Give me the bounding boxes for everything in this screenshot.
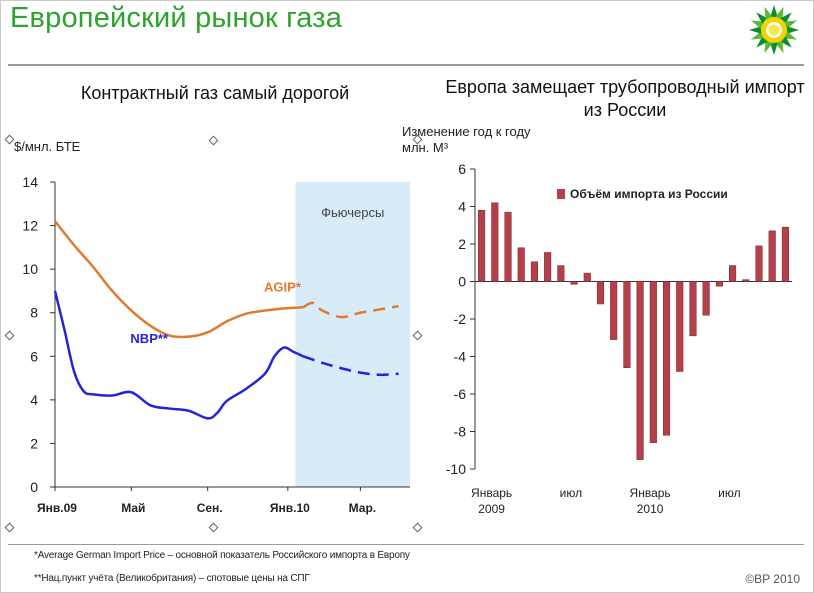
left-line-chart: Фьючерсы 0 2 4 6 8 10 12 14 Янв.09 Май Сен. Янв.10 М… bbox=[22, 174, 410, 515]
right-bar-chart: -10 -8 -6 -4 -2 0 2 4 6 Январь 2009 июл Январь 2010 ию… bbox=[446, 161, 792, 516]
bar bbox=[662, 281, 671, 436]
bar bbox=[729, 265, 737, 282]
y-tick-label: 6 bbox=[458, 161, 466, 177]
bar bbox=[636, 281, 644, 460]
y-tick-label: 4 bbox=[458, 199, 466, 215]
x-tick-label: Сен. bbox=[197, 501, 223, 515]
series-label: NBP** bbox=[130, 331, 169, 346]
y-tick-label: -4 bbox=[454, 349, 467, 365]
bar bbox=[781, 226, 789, 282]
y-tick-label: 8 bbox=[30, 305, 38, 321]
y-tick-label: 0 bbox=[30, 479, 38, 495]
bar bbox=[702, 281, 710, 316]
y-tick-label: -10 bbox=[446, 461, 466, 477]
futures-label: Фьючерсы bbox=[321, 205, 384, 220]
footnote-nbp: **Нац.пункт учёта (Великобритания) – спо… bbox=[34, 573, 310, 584]
series-label: AGIP* bbox=[264, 279, 302, 294]
forecast-line-nbp bbox=[302, 355, 399, 377]
bp-helios-logo bbox=[749, 5, 799, 55]
x-tick-label: Январь bbox=[630, 486, 671, 500]
legend: Объём импорта из России bbox=[557, 187, 728, 201]
right-chart-unit-line1: Изменение год к году bbox=[402, 124, 531, 139]
bar bbox=[478, 210, 486, 282]
bar bbox=[610, 281, 618, 340]
title-divider bbox=[8, 64, 804, 66]
futures-band bbox=[295, 182, 410, 487]
left-chart-subtitle: Контрактный газ самый дорогой bbox=[80, 83, 350, 103]
footnote-agip: *Average German Import Price – основной … bbox=[34, 550, 410, 561]
bar bbox=[504, 211, 512, 282]
bar bbox=[491, 202, 499, 282]
x-tick-label: Янв.10 bbox=[270, 501, 310, 515]
x-tick-label: Май bbox=[121, 501, 145, 515]
bar bbox=[649, 281, 657, 443]
bar bbox=[544, 252, 552, 282]
bar bbox=[768, 230, 776, 282]
footer-divider bbox=[8, 544, 804, 545]
y-tick-label: 0 bbox=[458, 274, 466, 290]
y-tick-label: 2 bbox=[30, 435, 38, 451]
page-title: Европейский рынок газа bbox=[10, 2, 343, 34]
bar bbox=[530, 261, 538, 282]
y-tick-label: 6 bbox=[30, 348, 38, 364]
bar bbox=[689, 281, 697, 337]
x-tick-label: Январь bbox=[471, 486, 512, 500]
y-tick-label: 14 bbox=[22, 174, 38, 190]
x-tick-label-year: 2009 bbox=[478, 502, 505, 516]
helios-petals bbox=[749, 5, 799, 55]
bar bbox=[596, 281, 605, 305]
y-tick-label: 4 bbox=[30, 392, 38, 408]
bar bbox=[676, 281, 684, 372]
bar bbox=[623, 281, 631, 368]
right-chart-subtitle: Европа замещает трубопроводный импорт из… bbox=[445, 77, 805, 120]
bar bbox=[517, 247, 525, 282]
bar bbox=[583, 272, 591, 282]
y-tick-label: 2 bbox=[458, 236, 466, 252]
y-tick-label: -6 bbox=[454, 386, 467, 402]
legend-swatch bbox=[557, 189, 565, 199]
y-tick-label: 10 bbox=[22, 261, 38, 277]
bar bbox=[755, 245, 763, 282]
copyright: ©BP 2010 bbox=[745, 572, 800, 586]
y-tick-label: -8 bbox=[454, 424, 467, 440]
series-line-nbp bbox=[53, 290, 304, 420]
x-tick-label: Мар. bbox=[349, 501, 376, 515]
bar bbox=[570, 281, 578, 285]
series-line-agip bbox=[54, 220, 304, 339]
bar bbox=[742, 279, 750, 282]
bar bbox=[715, 281, 723, 287]
right-chart-unit-line2: млн. М³ bbox=[402, 140, 449, 155]
forecast-line-agip bbox=[302, 301, 399, 319]
legend-label: Объём импорта из России bbox=[570, 187, 728, 201]
x-tick-label-year: 2010 bbox=[637, 502, 664, 516]
x-tick-label: июл bbox=[560, 486, 582, 500]
bar bbox=[557, 265, 565, 282]
y-tick-label: -2 bbox=[454, 311, 467, 327]
x-tick-label: июл bbox=[718, 486, 740, 500]
x-tick-label: Янв.09 bbox=[37, 501, 77, 515]
y-tick-label: 12 bbox=[22, 218, 38, 234]
left-chart-unit: $/мнл. БТЕ bbox=[14, 139, 81, 154]
